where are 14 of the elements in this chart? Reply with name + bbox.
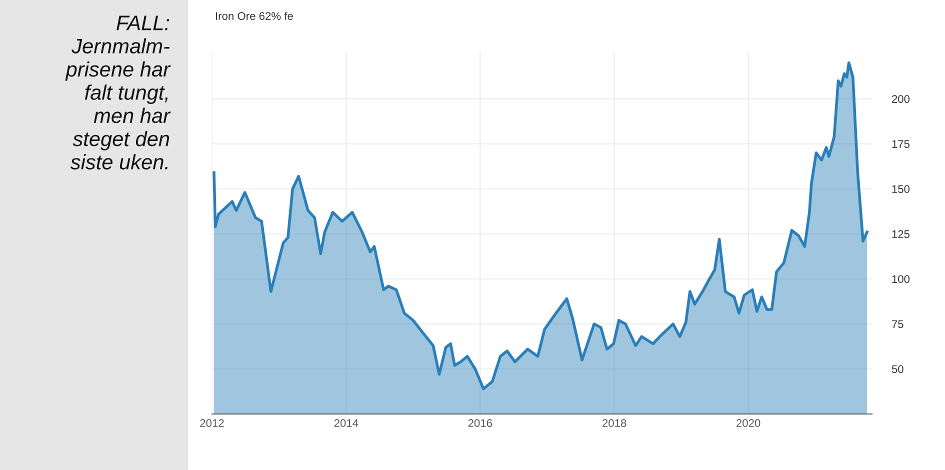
y-tick-label: 50	[892, 365, 904, 374]
x-tick-label: 2016	[468, 419, 492, 428]
text: FALL: Jernmalm- prisene har falt tungt, men har steget den siste uken.	[65, 16, 171, 170]
x-tick-label: 2020	[736, 419, 760, 428]
y-tick-label: 150	[892, 185, 910, 194]
y-tick-label: 75	[892, 320, 904, 328]
y-tick-label: 200	[892, 95, 910, 103]
x-tick-label: 2014	[334, 419, 358, 428]
y-tick-label: 125	[892, 230, 910, 238]
x-tick-label: 2012	[200, 419, 224, 428]
y-tick-label: 175	[892, 140, 910, 148]
chart-title: Iron Ore 62% fe	[216, 12, 293, 20]
y-tick-label: 100	[892, 275, 910, 284]
x-tick-label: 2018	[602, 419, 626, 428]
